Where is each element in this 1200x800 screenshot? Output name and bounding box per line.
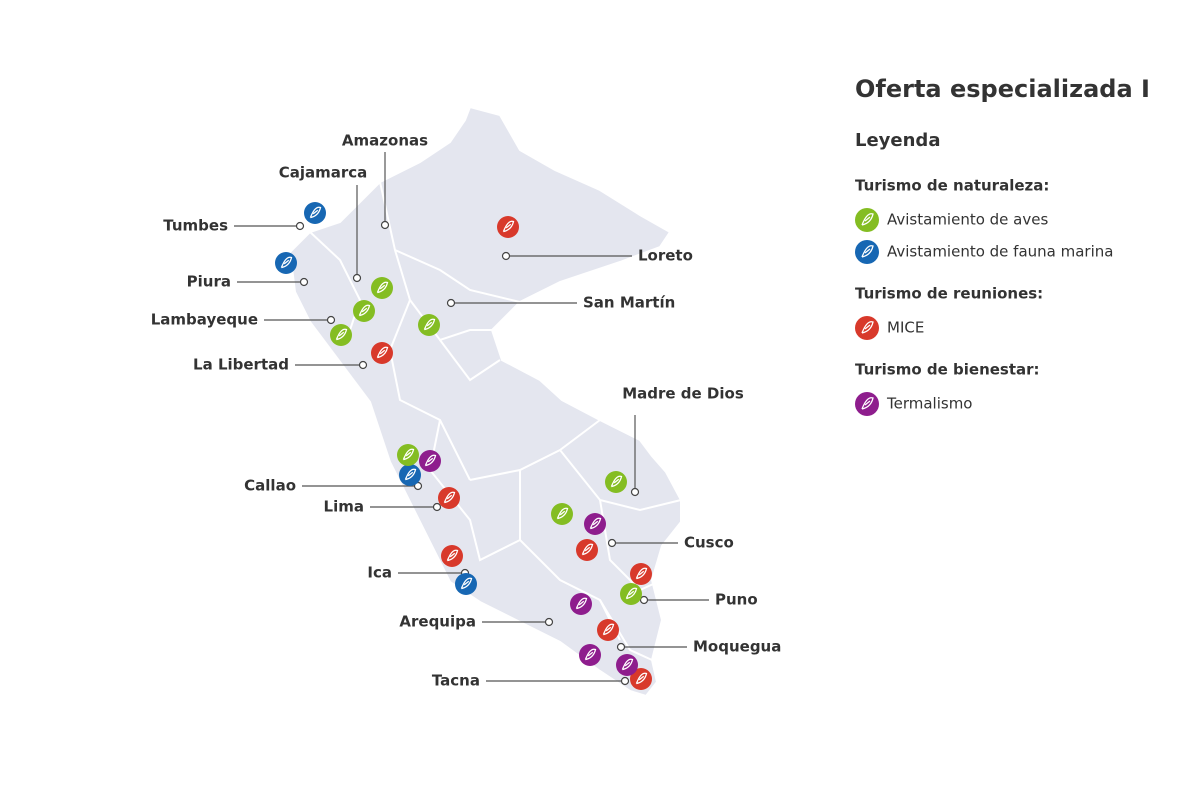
marker-icon bbox=[556, 507, 569, 520]
leader-dot bbox=[446, 298, 456, 308]
marker-icon bbox=[635, 567, 648, 580]
markers bbox=[275, 202, 652, 690]
leader-dot bbox=[501, 251, 511, 261]
region-label: Cajamarca bbox=[279, 164, 368, 182]
legend-group-title: Turismo de bienestar: bbox=[855, 361, 1040, 379]
marker-icon bbox=[502, 220, 515, 233]
region-borders bbox=[309, 181, 682, 661]
marker-icon bbox=[376, 281, 389, 294]
leader-dot bbox=[639, 595, 649, 605]
region-label: Loreto bbox=[638, 247, 693, 265]
region-label: Amazonas bbox=[342, 132, 428, 150]
marker-icon bbox=[584, 648, 597, 661]
legend-label: Avistamiento de fauna marina bbox=[887, 243, 1113, 261]
region-label: La Libertad bbox=[193, 356, 289, 374]
marker-icon bbox=[460, 577, 473, 590]
region-label: Lambayeque bbox=[151, 311, 258, 329]
marker-icon bbox=[280, 256, 293, 269]
leader-dot bbox=[352, 273, 362, 283]
region-label: Tumbes bbox=[163, 217, 228, 235]
marker-icon bbox=[402, 448, 415, 461]
title: Oferta especializada I bbox=[855, 75, 1150, 103]
region-labels: Amazonas Cajamarca Tumbes Piura Lambayeque La… bbox=[151, 132, 782, 690]
leader-dot bbox=[616, 642, 626, 652]
legend-group-title: Turismo de naturaleza: bbox=[855, 177, 1049, 195]
leader-dot bbox=[380, 220, 390, 230]
legend-label: Termalismo bbox=[886, 395, 973, 413]
marker-icon bbox=[610, 475, 623, 488]
legend-label: Avistamiento de aves bbox=[887, 211, 1048, 229]
region-label: Puno bbox=[715, 591, 758, 609]
leader-dot bbox=[326, 315, 336, 325]
leader-dot bbox=[620, 676, 630, 686]
marker-icon bbox=[861, 213, 874, 226]
leader-dot bbox=[299, 277, 309, 287]
marker-icon bbox=[635, 672, 648, 685]
region-label: San Martín bbox=[583, 294, 675, 312]
marker-icon bbox=[625, 587, 638, 600]
leader-dot bbox=[358, 360, 368, 370]
marker-icon bbox=[581, 543, 594, 556]
legend-title: Leyenda bbox=[855, 130, 940, 151]
region-label: Callao bbox=[244, 477, 296, 495]
region-label: Madre de Dios bbox=[622, 385, 744, 403]
region-label: Arequipa bbox=[399, 613, 476, 631]
legend-label: MICE bbox=[887, 319, 924, 337]
marker-icon bbox=[861, 321, 874, 334]
marker-icon bbox=[335, 328, 348, 341]
region-label: Cusco bbox=[684, 534, 734, 552]
marker-icon bbox=[861, 397, 874, 410]
leader-dot bbox=[432, 502, 442, 512]
marker-icon bbox=[423, 318, 436, 331]
marker-icon bbox=[861, 245, 874, 258]
leader-dot bbox=[295, 221, 305, 231]
marker-icon bbox=[376, 346, 389, 359]
legend-group-title: Turismo de reuniones: bbox=[855, 285, 1043, 303]
marker-icon bbox=[424, 454, 437, 467]
region-label: Tacna bbox=[432, 672, 480, 690]
marker-icon bbox=[446, 549, 459, 562]
marker-icon bbox=[602, 623, 615, 636]
marker-icon bbox=[621, 658, 634, 671]
region-label: Ica bbox=[367, 564, 392, 582]
marker-icon bbox=[404, 468, 417, 481]
leader-dot bbox=[607, 538, 617, 548]
legend: Turismo de naturaleza: Avistamiento de av… bbox=[855, 177, 1113, 416]
marker-icon bbox=[309, 206, 322, 219]
leader-dot bbox=[630, 487, 640, 497]
marker-icon bbox=[575, 597, 588, 610]
marker-icon bbox=[358, 304, 371, 317]
region-leaders bbox=[234, 152, 709, 686]
region-label: Piura bbox=[187, 273, 231, 291]
leader-dot bbox=[544, 617, 554, 627]
marker-icon bbox=[443, 491, 456, 504]
region-label: Lima bbox=[324, 498, 364, 516]
marker-icon bbox=[589, 517, 602, 530]
region-label: Moquegua bbox=[693, 638, 781, 656]
